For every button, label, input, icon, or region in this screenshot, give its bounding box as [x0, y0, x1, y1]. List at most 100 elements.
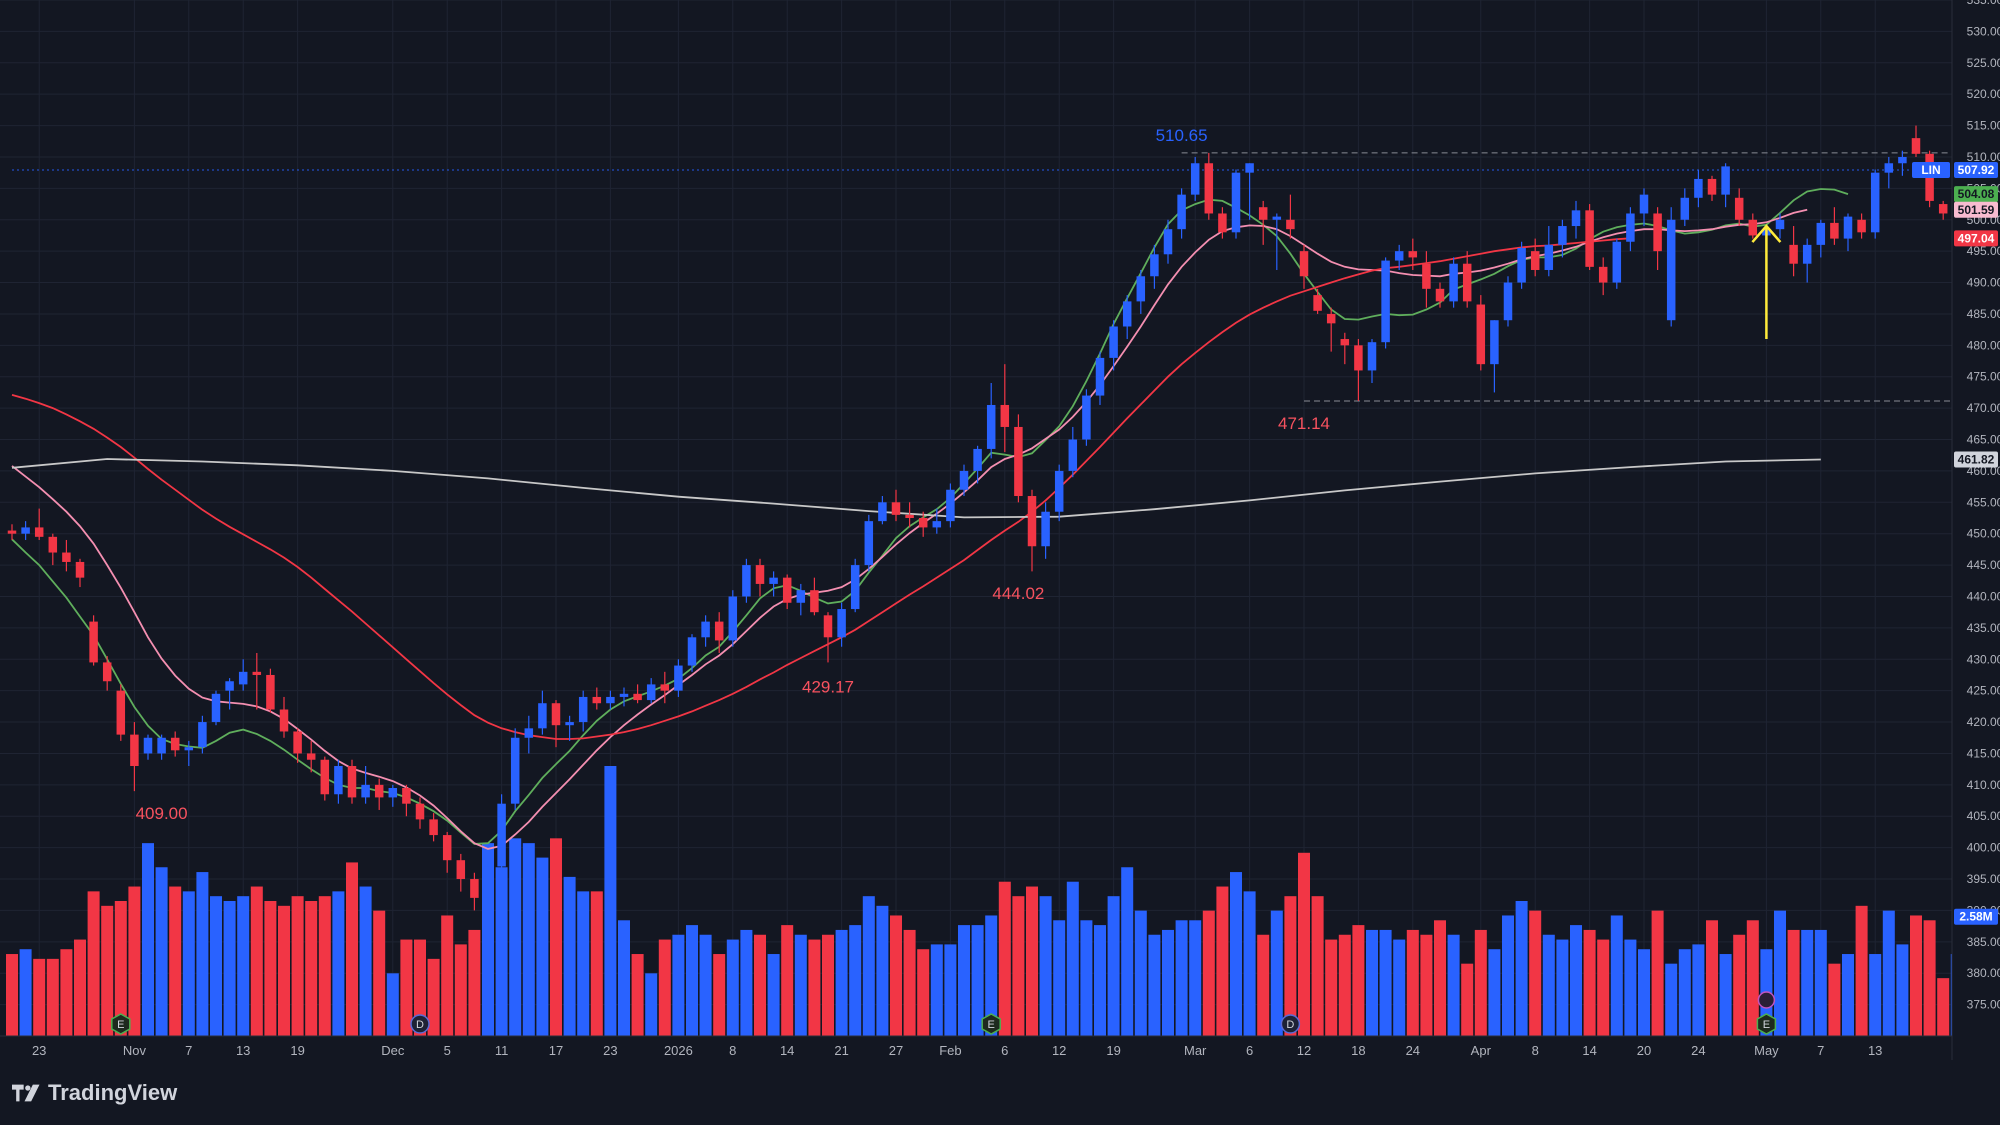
- price-axis[interactable]: 375.00380.00385.00390.00395.00400.00405.…: [1967, 0, 2000, 1012]
- volume-bar: [210, 896, 222, 1036]
- volume-bar: [1107, 896, 1120, 1036]
- candle-body: [1585, 210, 1594, 267]
- volume-bar: [590, 891, 603, 1036]
- moving-average-line: [11, 458, 1821, 519]
- candle-body: [470, 879, 479, 898]
- volume-bar: [808, 939, 821, 1036]
- candle-body: [75, 561, 85, 578]
- volume-bar: [250, 886, 263, 1036]
- candle-body: [21, 527, 30, 534]
- volume-bar: [1420, 934, 1433, 1036]
- volume-bar: [1189, 920, 1202, 1036]
- candle-body: [510, 737, 520, 804]
- time-tick-label: 14: [1582, 1043, 1596, 1058]
- candle-body: [89, 621, 98, 663]
- candle-body: [1082, 395, 1091, 440]
- volume-bar: [237, 896, 250, 1036]
- price-label-badge: [1954, 908, 1998, 925]
- candle-body: [306, 753, 316, 760]
- candle-body: [374, 784, 384, 798]
- price-tick-label: 515.00: [1967, 119, 2000, 133]
- candle-body: [456, 860, 466, 880]
- candle-body: [1041, 511, 1050, 547]
- time-tick-label: 21: [834, 1043, 848, 1058]
- candle-body: [1653, 213, 1662, 252]
- candle-body: [157, 737, 166, 754]
- candle-body: [1354, 345, 1363, 371]
- candle-body: [1612, 241, 1622, 283]
- volume-bar: [101, 905, 114, 1036]
- candle-body: [388, 787, 398, 798]
- candle-body: [1802, 244, 1812, 264]
- candle-body: [1558, 226, 1567, 245]
- volume-bar: [169, 886, 182, 1036]
- candle-body: [769, 577, 778, 584]
- candle-body: [293, 731, 302, 754]
- volume-bar: [686, 925, 698, 1036]
- candle-body: [402, 787, 411, 804]
- brand-name: TradingView: [48, 1080, 178, 1105]
- price-tick-label: 480.00: [1967, 338, 2000, 352]
- volume-bar: [1746, 920, 1759, 1036]
- candle-body: [796, 590, 806, 603]
- candle-body: [347, 766, 357, 798]
- volume-bars: [6, 766, 1977, 1036]
- volume-bar: [509, 838, 522, 1036]
- volume-bar: [142, 843, 154, 1036]
- dividend-event-icon: [410, 1014, 430, 1034]
- tradingview-brand[interactable]: TradingView: [12, 1080, 177, 1106]
- volume-bar: [822, 934, 834, 1036]
- price-tick-label: 530.00: [1967, 24, 2000, 38]
- volume-bar: [1801, 929, 1814, 1036]
- candle-body: [1490, 320, 1499, 365]
- candle-body: [170, 737, 180, 751]
- earnings-event-icon: [111, 1013, 131, 1035]
- candle-body: [633, 693, 642, 701]
- candle-body: [606, 696, 615, 704]
- volume-bar: [862, 896, 875, 1036]
- candle-body: [850, 565, 860, 610]
- candle-body: [1136, 276, 1146, 302]
- arrow-head: [1751, 224, 1782, 243]
- price-tick-label: 520.00: [1967, 87, 2000, 101]
- volume-bar: [155, 867, 168, 1036]
- volume-bar: [1488, 949, 1501, 1036]
- candle-body: [1190, 163, 1200, 195]
- volume-bar: [1882, 910, 1895, 1036]
- symbol-tag-badge: [1912, 162, 1950, 179]
- price-label-value: 2.58M: [1959, 910, 1992, 924]
- candle-body: [320, 759, 330, 795]
- price-tick-label: 425.00: [1967, 684, 2000, 698]
- volume-bar: [1325, 939, 1338, 1036]
- volume-bar: [1719, 954, 1732, 1036]
- price-chart[interactable]: 409.00 429.17 444.02 510.65 471.14 E D E D E 375…: [0, 0, 2000, 1060]
- candle-body: [225, 681, 234, 691]
- candle-body: [1571, 210, 1581, 227]
- price-tick-label: 395.00: [1967, 872, 2000, 886]
- tradingview-logo-icon: [12, 1084, 40, 1102]
- price-annotation: 429.17: [802, 677, 854, 696]
- volume-bar: [726, 939, 739, 1036]
- event-marker-letter: E: [1763, 1019, 1770, 1031]
- volume-bar: [1814, 929, 1827, 1036]
- candle-body: [1068, 439, 1078, 471]
- volume-bar: [1651, 910, 1664, 1036]
- candle-body: [1666, 219, 1676, 321]
- candle-body: [878, 502, 887, 522]
- time-axis[interactable]: 23 Nov 7 13 19 Dec 5 11 17 23 2026 8 14 21 27 Feb 6 12 19 M…: [32, 1043, 1882, 1058]
- volume-bar: [1393, 939, 1406, 1036]
- candle-body: [497, 803, 506, 867]
- candle-body: [701, 621, 710, 638]
- candle-body: [823, 615, 833, 638]
- volume-bar: [1162, 929, 1174, 1036]
- volume-bar: [1787, 929, 1800, 1036]
- candle-body: [143, 737, 153, 754]
- candle-body: [891, 502, 901, 515]
- price-tick-label: 380.00: [1967, 966, 2000, 980]
- candle-body: [932, 521, 942, 528]
- candle-body: [592, 696, 602, 704]
- candle-body: [266, 674, 275, 710]
- volume-bar: [1692, 944, 1705, 1036]
- price-tick-label: 495.00: [1967, 244, 2000, 258]
- candle-body: [1054, 470, 1064, 512]
